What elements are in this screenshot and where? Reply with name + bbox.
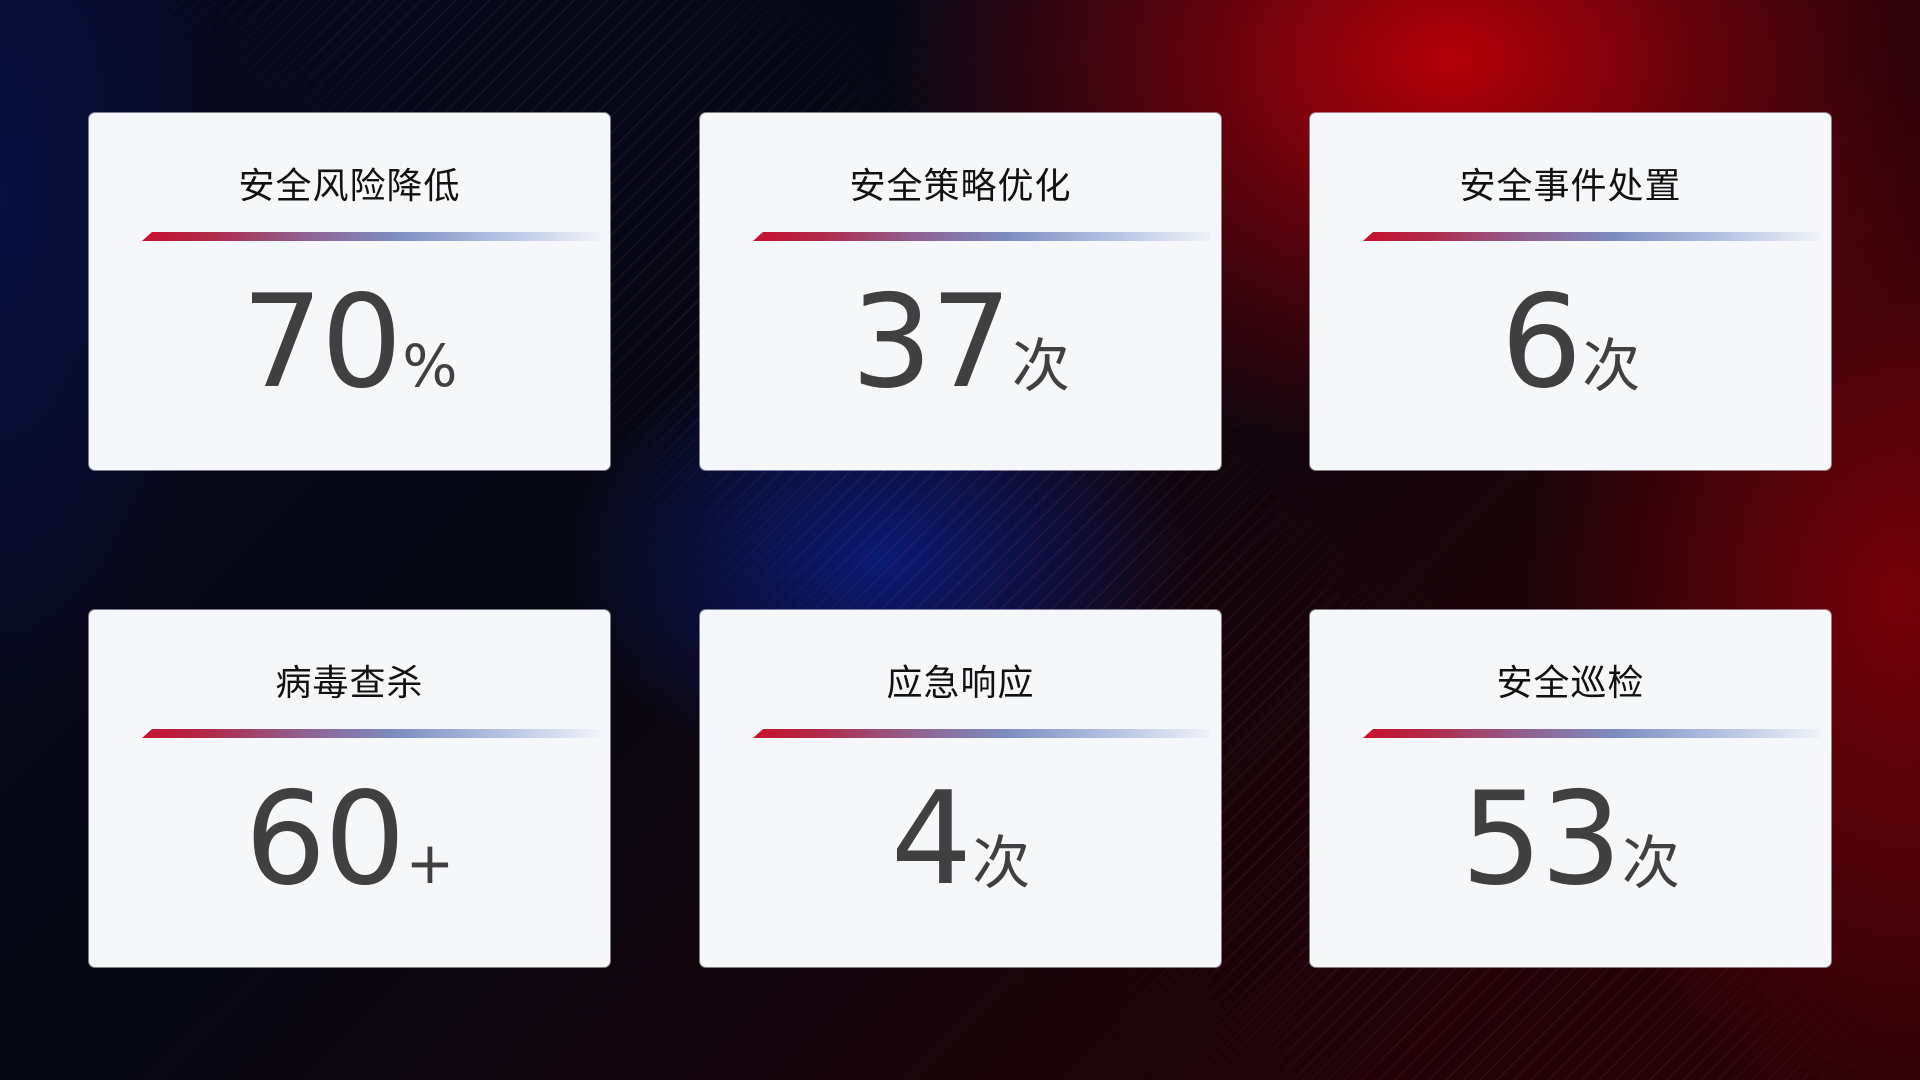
stat-card-security-patrol: 安全巡检 53次	[1310, 610, 1831, 967]
stat-card-risk-reduction: 安全风险降低 70%	[89, 113, 610, 470]
card-title: 安全事件处置	[1459, 166, 1682, 207]
card-title: 安全风险降低	[238, 166, 461, 207]
card-title: 安全巡检	[1496, 663, 1645, 704]
value-unit: 次	[1582, 332, 1641, 400]
value-unit: %	[402, 332, 458, 400]
card-divider	[142, 232, 600, 241]
stat-card-policy-optimization: 安全策略优化 37次	[700, 113, 1221, 470]
stat-card-incident-handling: 安全事件处置 6次	[1310, 113, 1831, 470]
card-title: 应急响应	[886, 663, 1035, 704]
value-number: 4	[890, 765, 972, 914]
value-unit: 次	[1011, 332, 1070, 400]
stat-card-virus-removal: 病毒查杀 60+	[89, 610, 610, 967]
card-divider	[1363, 232, 1821, 241]
value-number: 70	[241, 268, 403, 417]
value-unit: +	[405, 829, 455, 897]
card-title: 安全策略优化	[849, 166, 1072, 207]
value-number: 60	[244, 765, 406, 914]
value-number: 37	[851, 268, 1012, 417]
card-value: 6次	[1310, 273, 1831, 413]
card-divider	[142, 729, 600, 738]
value-unit: 次	[972, 829, 1031, 897]
card-divider	[753, 232, 1211, 241]
card-title: 病毒查杀	[275, 663, 424, 704]
card-divider	[753, 729, 1211, 738]
card-value: 37次	[700, 273, 1221, 413]
card-value: 60+	[89, 770, 610, 910]
card-value: 53次	[1310, 770, 1831, 910]
value-unit: 次	[1621, 829, 1680, 897]
value-number: 6	[1500, 268, 1582, 417]
card-divider	[1363, 729, 1821, 738]
value-number: 53	[1461, 765, 1622, 914]
card-value: 4次	[700, 770, 1221, 910]
stat-card-emergency-response: 应急响应 4次	[700, 610, 1221, 967]
card-value: 70%	[89, 273, 610, 413]
